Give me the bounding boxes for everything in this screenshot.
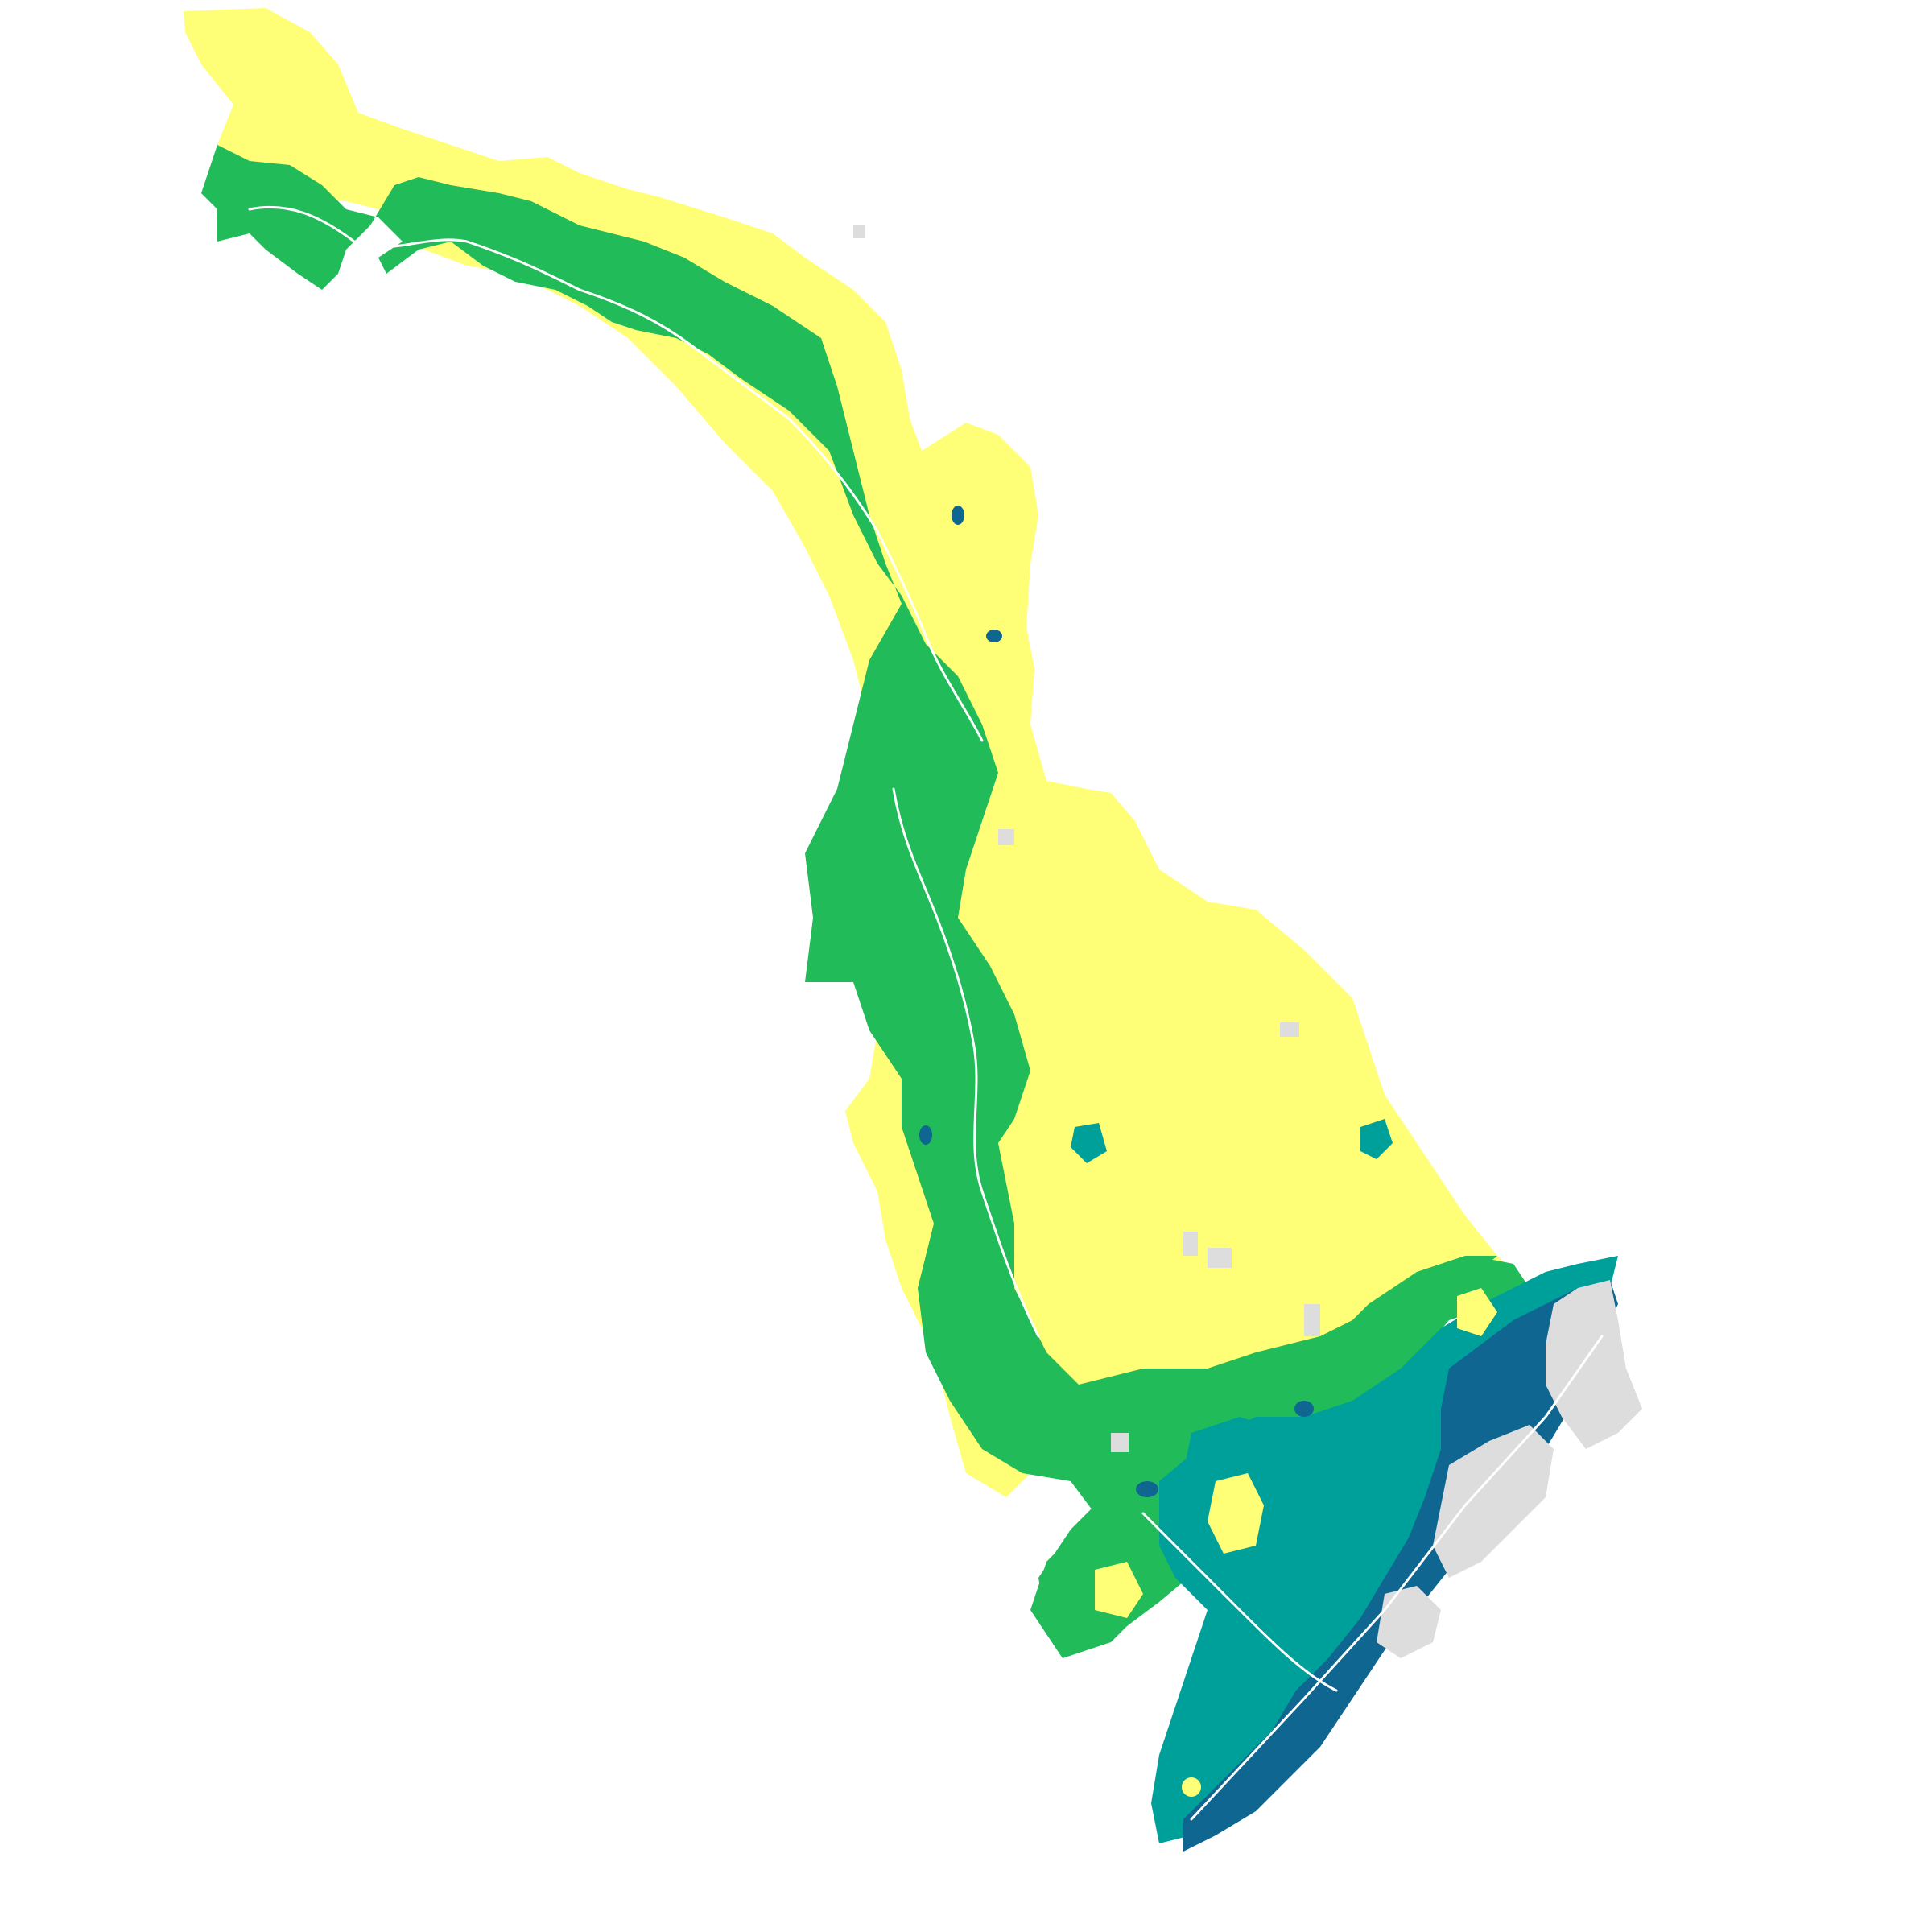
zone-class-gray-lagoon bbox=[1433, 1425, 1554, 1578]
teal-patches bbox=[1071, 1119, 1393, 1163]
water-bodies bbox=[919, 506, 1314, 1497]
zone-class-darkblue bbox=[1183, 1280, 1618, 1852]
river-channels bbox=[248, 205, 1604, 1821]
zone-class-gray-bay bbox=[1546, 1280, 1642, 1449]
zone-class-green bbox=[201, 145, 1497, 1658]
zone-class-gray-lake bbox=[1377, 1586, 1441, 1658]
gray-patches bbox=[853, 225, 1320, 1452]
zone-class-yellow bbox=[184, 8, 1513, 1497]
yellow-patches bbox=[1095, 1288, 1497, 1797]
